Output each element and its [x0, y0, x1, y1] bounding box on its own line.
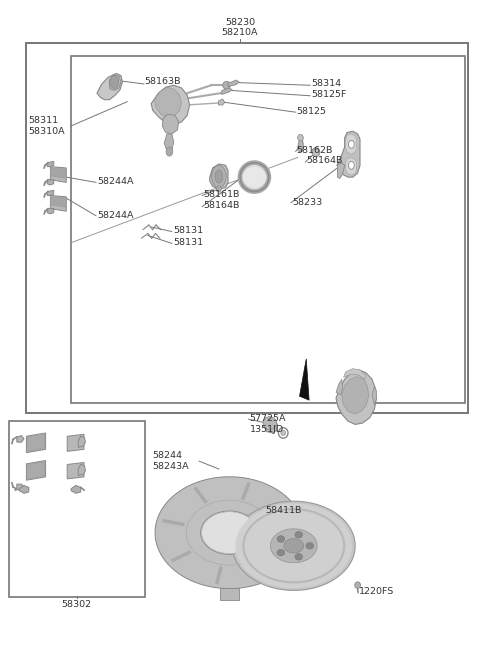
Ellipse shape: [216, 186, 221, 192]
Polygon shape: [47, 209, 54, 214]
Ellipse shape: [355, 582, 360, 588]
Text: 58161B: 58161B: [203, 190, 240, 199]
Text: 58233: 58233: [292, 197, 322, 207]
Polygon shape: [220, 588, 239, 600]
Polygon shape: [17, 484, 24, 491]
Ellipse shape: [263, 417, 276, 430]
Ellipse shape: [306, 543, 313, 549]
Polygon shape: [284, 539, 303, 553]
Polygon shape: [235, 503, 352, 588]
Ellipse shape: [212, 165, 226, 188]
Polygon shape: [151, 85, 190, 125]
Polygon shape: [336, 370, 376, 424]
Text: 58162B: 58162B: [297, 146, 333, 155]
Polygon shape: [97, 73, 122, 100]
Text: 1351JD: 1351JD: [250, 424, 284, 434]
Polygon shape: [47, 190, 54, 195]
Polygon shape: [28, 462, 45, 479]
Ellipse shape: [281, 430, 286, 436]
Polygon shape: [342, 377, 369, 414]
Polygon shape: [218, 99, 225, 105]
Ellipse shape: [295, 554, 302, 560]
Text: 58244A: 58244A: [97, 211, 133, 220]
Polygon shape: [50, 168, 66, 178]
Polygon shape: [109, 75, 121, 91]
Polygon shape: [50, 197, 66, 207]
Text: 58243A: 58243A: [153, 462, 189, 471]
Polygon shape: [162, 114, 179, 134]
Text: 58411B: 58411B: [265, 506, 302, 515]
Polygon shape: [372, 387, 376, 405]
Text: 58210A: 58210A: [222, 28, 258, 37]
Polygon shape: [155, 477, 303, 588]
Polygon shape: [78, 464, 85, 476]
Ellipse shape: [298, 134, 303, 141]
Text: 1220FS: 1220FS: [359, 587, 394, 596]
Text: 58310A: 58310A: [28, 127, 64, 136]
Polygon shape: [264, 419, 277, 433]
Ellipse shape: [166, 147, 173, 156]
Polygon shape: [50, 195, 66, 211]
Polygon shape: [232, 501, 355, 590]
Ellipse shape: [348, 161, 354, 169]
Text: 58314: 58314: [311, 79, 341, 89]
Polygon shape: [346, 134, 357, 154]
Polygon shape: [337, 131, 360, 177]
Text: 58311: 58311: [28, 115, 58, 125]
Ellipse shape: [277, 536, 285, 543]
Ellipse shape: [312, 148, 320, 157]
Polygon shape: [78, 436, 85, 447]
Ellipse shape: [110, 75, 119, 89]
Ellipse shape: [223, 81, 230, 89]
Polygon shape: [67, 462, 84, 479]
Polygon shape: [228, 80, 239, 87]
Polygon shape: [17, 436, 24, 442]
Ellipse shape: [277, 549, 285, 556]
Polygon shape: [155, 87, 181, 117]
Polygon shape: [300, 359, 309, 400]
Text: 58125F: 58125F: [311, 90, 347, 99]
Text: 57725A: 57725A: [250, 414, 286, 423]
Polygon shape: [28, 434, 45, 451]
Polygon shape: [164, 134, 174, 151]
Polygon shape: [346, 157, 357, 175]
Polygon shape: [210, 164, 228, 189]
Polygon shape: [67, 434, 84, 451]
Polygon shape: [337, 163, 345, 178]
Polygon shape: [298, 138, 303, 152]
Text: 58230: 58230: [225, 18, 255, 27]
Polygon shape: [26, 461, 46, 480]
Text: 58302: 58302: [62, 600, 92, 609]
Ellipse shape: [295, 531, 302, 538]
Text: 58131: 58131: [173, 226, 203, 236]
Polygon shape: [71, 485, 81, 493]
Ellipse shape: [348, 140, 354, 148]
Text: 58125: 58125: [297, 107, 326, 116]
Ellipse shape: [242, 166, 266, 188]
Polygon shape: [50, 167, 66, 182]
Ellipse shape: [202, 512, 257, 554]
Ellipse shape: [215, 170, 223, 183]
Text: 58244: 58244: [153, 451, 182, 461]
Text: 58244A: 58244A: [97, 177, 133, 186]
Polygon shape: [19, 485, 29, 493]
Polygon shape: [26, 433, 46, 453]
Polygon shape: [47, 161, 54, 167]
Polygon shape: [344, 369, 366, 379]
Text: 58131: 58131: [173, 238, 203, 247]
Polygon shape: [270, 529, 317, 563]
Polygon shape: [336, 379, 343, 395]
Text: 58164B: 58164B: [203, 201, 240, 211]
Polygon shape: [47, 180, 54, 185]
Text: 58163B: 58163B: [144, 77, 180, 86]
Polygon shape: [222, 88, 232, 94]
Text: 58164B: 58164B: [306, 156, 343, 165]
